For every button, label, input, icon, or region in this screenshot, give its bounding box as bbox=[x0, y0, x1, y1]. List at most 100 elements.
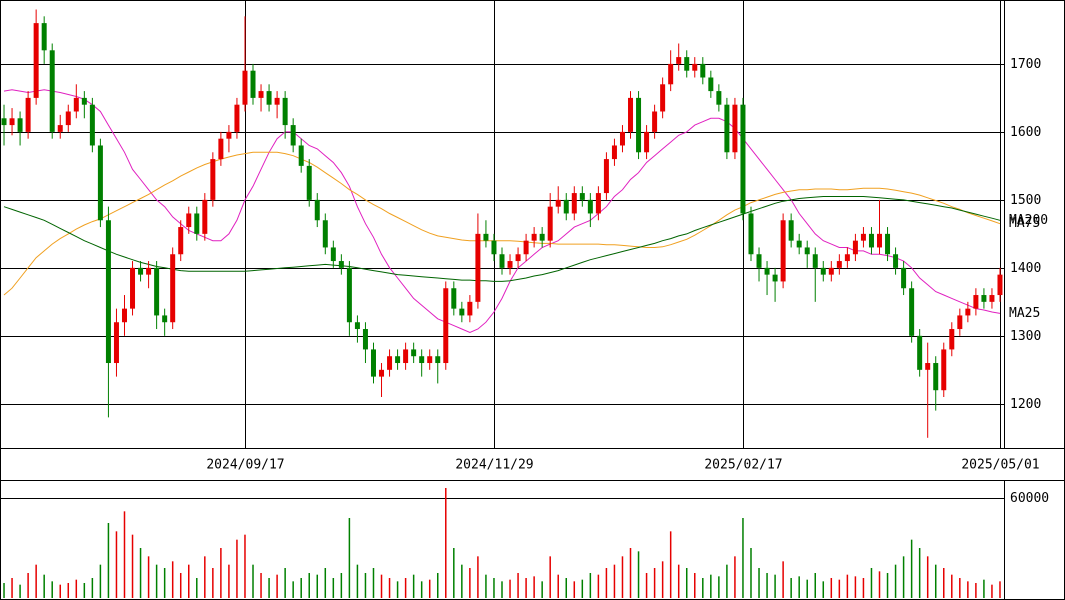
candle-body bbox=[154, 267, 160, 316]
volume-bar bbox=[99, 564, 102, 598]
volume-bar bbox=[718, 576, 720, 598]
candle-body bbox=[73, 97, 79, 112]
volume-bar bbox=[710, 574, 712, 598]
moving-averages bbox=[3, 89, 1001, 333]
candle-body bbox=[226, 131, 232, 139]
volume-bar bbox=[372, 568, 375, 598]
volume-bar bbox=[975, 583, 977, 598]
candle-body bbox=[138, 267, 144, 275]
y-tick-label: 1600 bbox=[1010, 125, 1041, 140]
volume-bar bbox=[436, 573, 439, 598]
candle-body bbox=[17, 118, 23, 132]
candle-body bbox=[459, 308, 465, 316]
volume-bar bbox=[605, 568, 608, 598]
volume-bar bbox=[910, 539, 913, 598]
volume-bar bbox=[485, 574, 487, 598]
candle-body bbox=[266, 91, 272, 105]
candle-body bbox=[885, 233, 891, 255]
volume-bar bbox=[967, 581, 969, 598]
candle-body bbox=[652, 111, 658, 132]
candle-body bbox=[105, 220, 111, 364]
volume-bar bbox=[902, 556, 905, 598]
candle-body bbox=[716, 91, 722, 105]
candle-body bbox=[427, 356, 433, 364]
volume-bar bbox=[493, 578, 495, 598]
volume-bar bbox=[43, 574, 45, 598]
candle-body bbox=[499, 254, 505, 268]
volume-bar bbox=[629, 548, 632, 598]
volume-bar bbox=[420, 581, 423, 598]
candle-body bbox=[941, 349, 947, 391]
candle-body bbox=[435, 356, 441, 364]
volume-bar bbox=[83, 583, 86, 598]
volume-bar bbox=[862, 578, 865, 598]
candle-body bbox=[218, 138, 224, 160]
volume-bar bbox=[404, 578, 407, 598]
volume-bar bbox=[396, 581, 399, 598]
volume bbox=[3, 488, 1001, 598]
candle-body bbox=[644, 131, 650, 153]
candle-body bbox=[330, 247, 336, 262]
candle-body bbox=[121, 308, 127, 323]
volume-bar bbox=[163, 568, 166, 598]
candle-body bbox=[804, 247, 810, 255]
candle-body bbox=[981, 295, 987, 302]
volume-bar bbox=[581, 579, 584, 598]
volume-bar bbox=[943, 568, 945, 598]
volume-bar bbox=[886, 573, 889, 598]
volume-bar bbox=[685, 568, 688, 598]
candle-body bbox=[274, 97, 280, 105]
volume-bar bbox=[155, 564, 158, 598]
volume-bar bbox=[179, 573, 182, 598]
volume-bar bbox=[790, 578, 792, 598]
candle-body bbox=[162, 315, 168, 323]
volume-bar bbox=[983, 579, 985, 598]
volume-bar bbox=[131, 534, 134, 598]
volume-bar bbox=[284, 568, 286, 598]
candle-body bbox=[65, 111, 71, 126]
candle-body bbox=[483, 233, 489, 241]
volume-bar bbox=[356, 564, 359, 598]
candle-body bbox=[282, 97, 288, 126]
candle-body bbox=[443, 288, 449, 364]
volume-bar bbox=[501, 581, 503, 598]
volume-bar bbox=[11, 578, 13, 598]
volume-bar bbox=[830, 578, 833, 598]
volume-bar bbox=[139, 548, 142, 598]
volume-bar bbox=[854, 576, 857, 598]
volume-bar bbox=[806, 579, 808, 598]
candle-body bbox=[467, 301, 473, 316]
candle-body bbox=[989, 295, 995, 302]
volume-bar bbox=[677, 564, 680, 598]
candle-body bbox=[202, 199, 208, 234]
y-tick-label: 1400 bbox=[1010, 261, 1041, 276]
candle-body bbox=[828, 267, 834, 275]
candle-body bbox=[547, 206, 553, 241]
candle-body bbox=[788, 220, 794, 241]
candle-body bbox=[97, 145, 103, 221]
volume-bar bbox=[878, 571, 881, 598]
volume-bar bbox=[51, 581, 53, 598]
volume-bar bbox=[661, 561, 664, 598]
candle-body bbox=[836, 261, 842, 268]
candle-body bbox=[531, 233, 537, 241]
candle-body bbox=[555, 199, 561, 207]
candle-body bbox=[362, 329, 368, 350]
volume-bar bbox=[388, 578, 391, 598]
volume-bar bbox=[461, 564, 463, 598]
volume-bar bbox=[750, 548, 752, 598]
candle-body bbox=[708, 77, 714, 92]
ma-line bbox=[3, 196, 1001, 282]
candle-body bbox=[668, 63, 674, 85]
candle-body bbox=[868, 233, 874, 248]
candle-body bbox=[354, 322, 360, 330]
volume-bar bbox=[27, 573, 29, 598]
candle-body bbox=[338, 261, 344, 268]
candle-body bbox=[250, 70, 256, 98]
volume-bar bbox=[428, 579, 431, 598]
candle-body bbox=[636, 97, 642, 153]
candle-body bbox=[772, 274, 778, 282]
volume-bar bbox=[268, 578, 270, 598]
volume-bar bbox=[549, 556, 551, 598]
candle-body bbox=[419, 356, 425, 364]
